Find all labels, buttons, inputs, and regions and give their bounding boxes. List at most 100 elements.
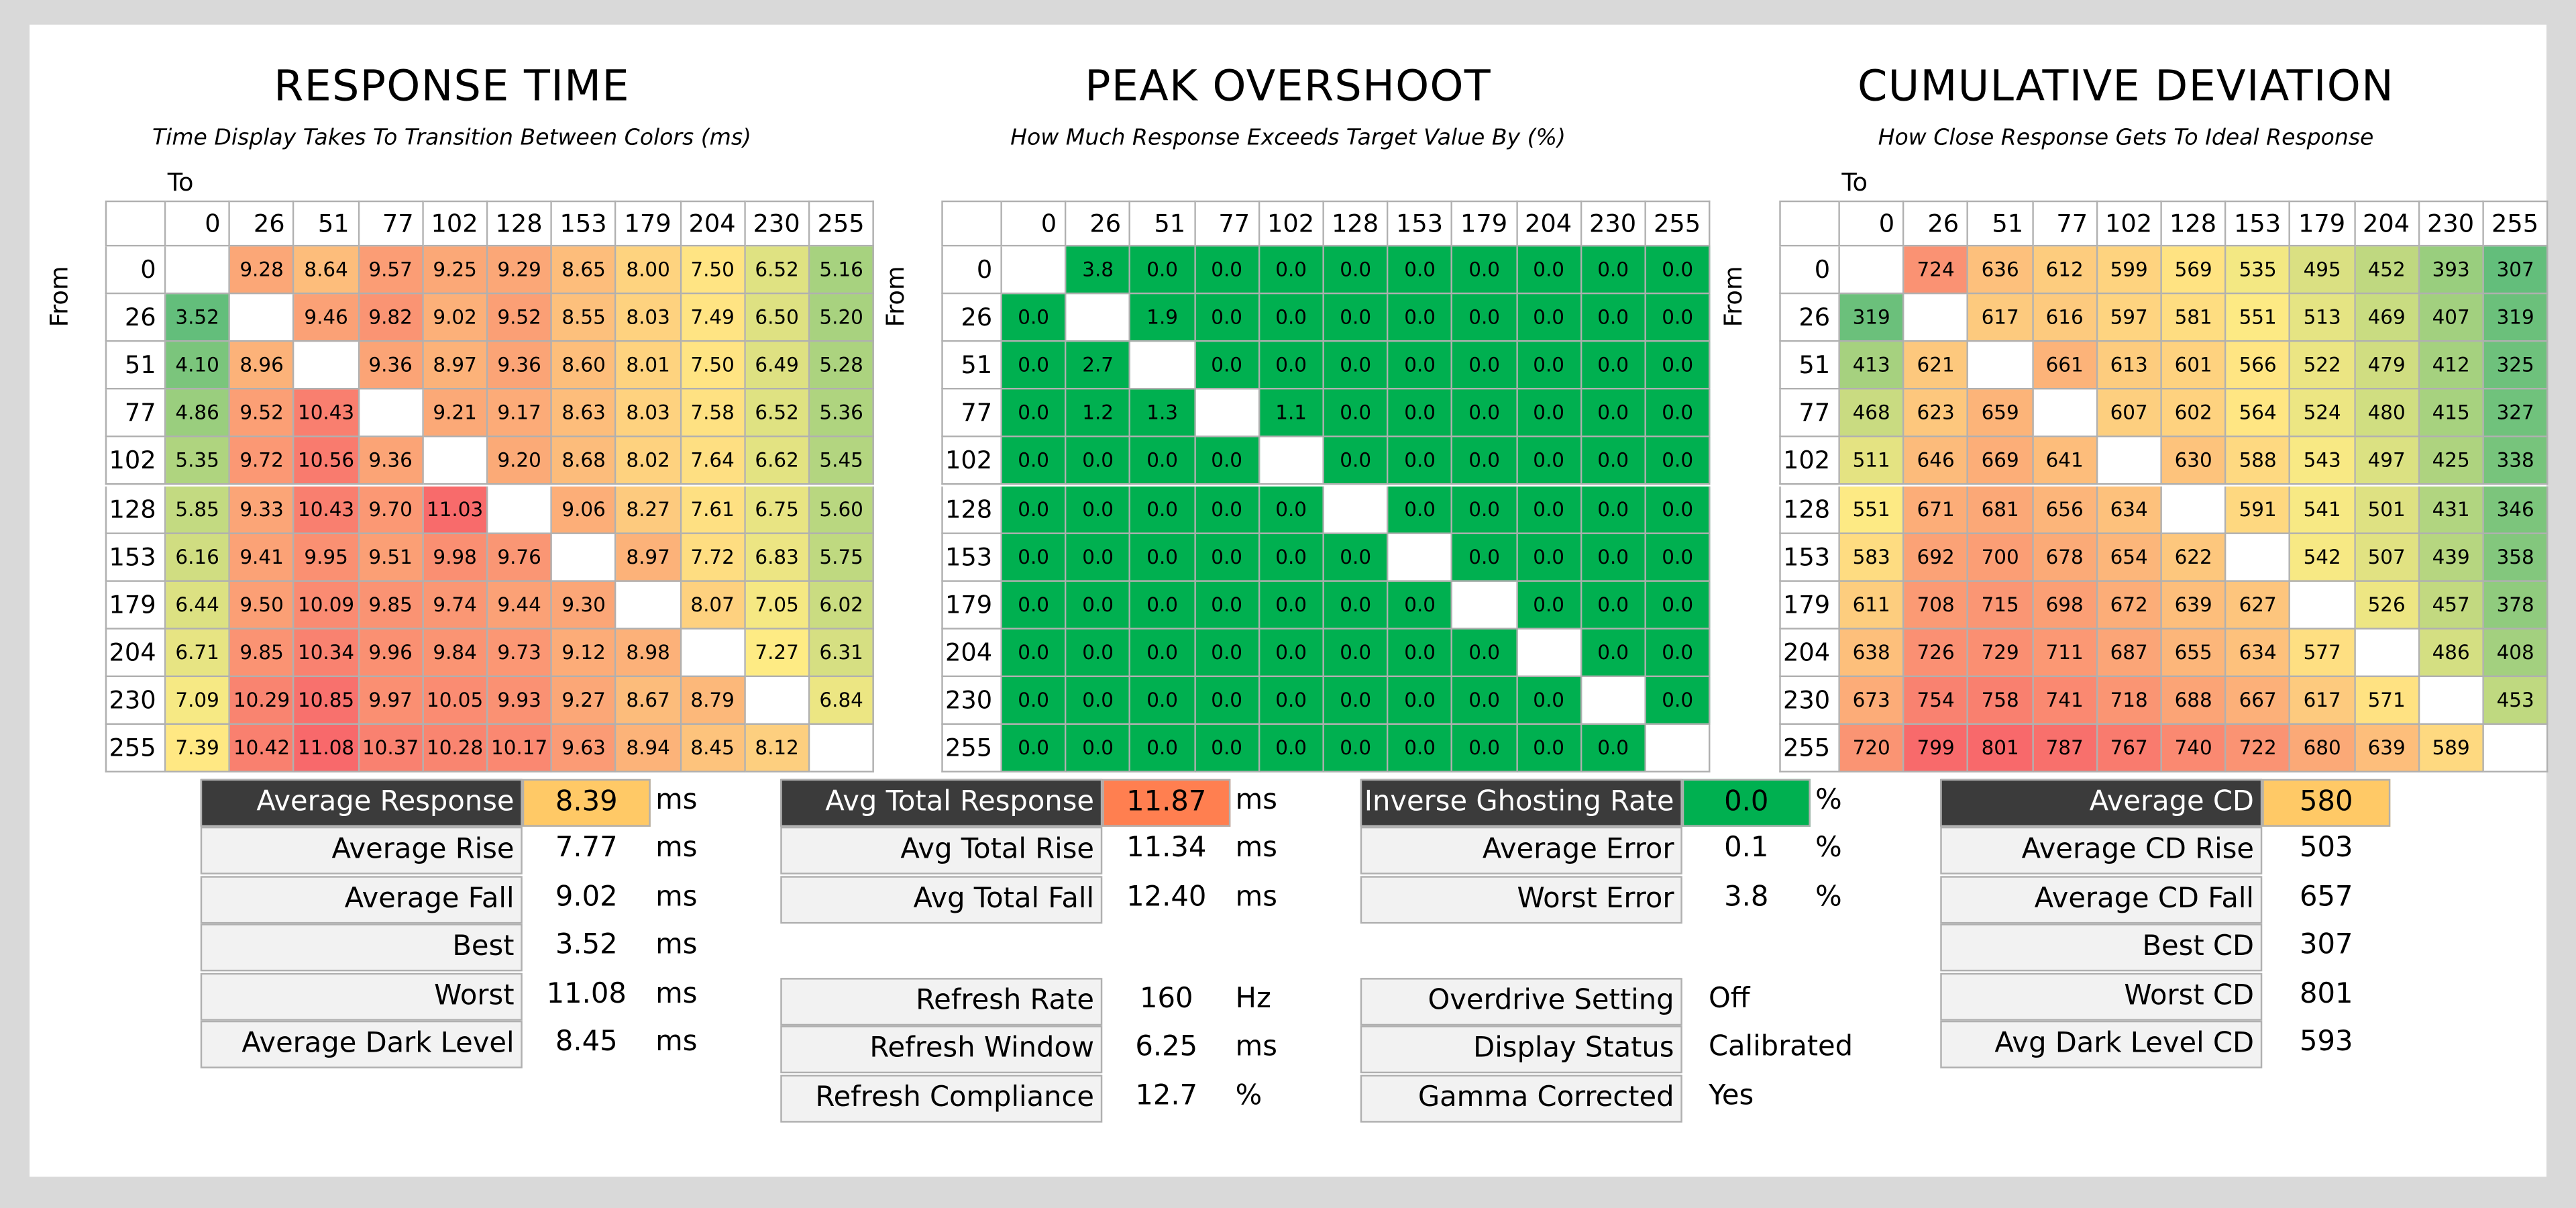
heatmap-cell: 9.73 [488, 629, 553, 677]
heatmap-cell: 3.52 [166, 294, 231, 342]
empty-cell [1002, 246, 1067, 295]
row-header: 179 [1779, 581, 1840, 630]
stat-value: 503 [2300, 832, 2353, 866]
heatmap-cell: 319 [1839, 294, 1904, 342]
grid-corner [941, 200, 1002, 247]
heatmap-cell: 8.96 [230, 342, 295, 391]
heatmap-cell: 722 [2226, 725, 2291, 773]
empty-cell [2419, 676, 2484, 725]
stat-value: 6.25 [1135, 1031, 1198, 1064]
column-header: 153 [2226, 200, 2291, 247]
heatmap-cell: 9.33 [230, 485, 295, 534]
x-axis-label: To [1841, 167, 1868, 197]
heatmap-cell: 0.0 [1324, 342, 1389, 391]
heatmap-cell: 8.64 [294, 246, 360, 295]
heatmap-cell: 9.30 [552, 581, 617, 630]
heatmap-cell: 501 [2355, 485, 2420, 534]
heatmap-cell: 0.0 [1581, 438, 1646, 486]
column-header: 102 [423, 200, 488, 247]
row-header: 128 [941, 485, 1002, 534]
heatmap-cell: 9.44 [488, 581, 553, 630]
heatmap-cell: 8.01 [616, 342, 682, 391]
row-header: 102 [105, 438, 166, 486]
heatmap-cell: 0.0 [1130, 246, 1195, 295]
heatmap-cell: 479 [2355, 342, 2420, 391]
stat-label: Refresh Compliance [780, 1074, 1103, 1123]
heatmap-cell: 656 [2033, 485, 2098, 534]
row-header: 204 [1779, 629, 1840, 677]
heatmap-cell: 9.29 [488, 246, 553, 295]
heatmap-cell: 0.0 [1130, 438, 1195, 486]
heatmap-cell: 480 [2355, 390, 2420, 438]
heatmap-cell: 8.97 [616, 533, 682, 582]
column-header: 128 [488, 200, 553, 247]
stat-label: Average CD Rise [1940, 827, 2263, 875]
panel-subtitle: How Much Response Exceeds Target Value B… [1010, 125, 1566, 152]
heatmap-cell: 0.0 [1195, 676, 1260, 725]
stat-unit: ms [655, 1025, 698, 1059]
heatmap-cell: 0.0 [1517, 438, 1582, 486]
heatmap-cell: 0.0 [1581, 581, 1646, 630]
heatmap-cell: 6.50 [745, 294, 810, 342]
heatmap-cell: 0.0 [1324, 246, 1389, 295]
heatmap-cell: 0.0 [1130, 533, 1195, 582]
heatmap-cell: 0.0 [1388, 342, 1453, 391]
row-header: 128 [105, 485, 166, 534]
heatmap-cell: 720 [1839, 725, 1904, 773]
heatmap-cell: 9.95 [294, 533, 360, 582]
heatmap-cell: 8.68 [552, 438, 617, 486]
column-header: 153 [552, 200, 617, 247]
stat-label: Worst Error [1360, 875, 1682, 923]
stat-label: Avg Total Response [780, 778, 1103, 827]
row-header: 0 [941, 246, 1002, 295]
stat-value: 580 [2262, 778, 2391, 827]
heatmap-cell: 8.63 [552, 390, 617, 438]
heatmap-cell: 607 [2097, 390, 2162, 438]
heatmap-cell: 0.0 [1324, 438, 1389, 486]
cumulative-deviation-panel: CUMULATIVE DEVIATION How Close Response … [1719, 25, 2548, 773]
heatmap-cell: 0.0 [1259, 629, 1324, 677]
stat-value: 11.87 [1102, 778, 1231, 827]
column-header: 0 [1839, 200, 1904, 247]
heatmap-cell: 0.0 [1581, 533, 1646, 582]
heatmap-cell: 0.0 [1002, 438, 1067, 486]
heatmap-cell: 511 [1839, 438, 1904, 486]
heatmap-cell: 655 [2161, 629, 2226, 677]
heatmap-cell: 9.36 [359, 438, 424, 486]
stat-unit: ms [1235, 832, 1277, 866]
heatmap-cell: 659 [1968, 390, 2033, 438]
column-header: 255 [1646, 200, 1711, 247]
stat-value: 3.52 [555, 929, 618, 962]
stat-value: 307 [2300, 929, 2353, 962]
heatmap-cell: 0.0 [1646, 676, 1711, 725]
heatmap-cell: 566 [2226, 342, 2291, 391]
heatmap-cell: 8.97 [423, 342, 488, 391]
heatmap-cell: 801 [1968, 725, 2033, 773]
heatmap-cell: 613 [2097, 342, 2162, 391]
stat-unit: % [1815, 880, 1842, 914]
heatmap-cell: 630 [2161, 438, 2226, 486]
heatmap-cell: 0.0 [1066, 676, 1131, 725]
heatmap-cell: 5.85 [166, 485, 231, 534]
heatmap-cell: 0.0 [1581, 485, 1646, 534]
row-header: 77 [105, 390, 166, 438]
heatmap-cell: 5.60 [810, 485, 875, 534]
heatmap-cell: 0.0 [1130, 485, 1195, 534]
heatmap-cell: 10.05 [423, 676, 488, 725]
heatmap-cell: 0.0 [1388, 581, 1453, 630]
heatmap-cell: 654 [2097, 533, 2162, 582]
heatmap-cell: 639 [2161, 581, 2226, 630]
heatmap-cell: 0.0 [1452, 342, 1517, 391]
stat-unit: % [1815, 784, 1842, 817]
empty-cell [1452, 581, 1517, 630]
heatmap-cell: 9.36 [359, 342, 424, 391]
heatmap-cell: 0.0 [1324, 676, 1389, 725]
heatmap-cell: 0.0 [1581, 246, 1646, 295]
y-axis-label: From [880, 266, 910, 328]
heatmap-cell: 740 [2161, 725, 2226, 773]
stat-unit: ms [655, 929, 698, 962]
heatmap-cell: 611 [1839, 581, 1904, 630]
heatmap-cell: 10.43 [294, 390, 360, 438]
heatmap-cell: 9.72 [230, 438, 295, 486]
heatmap-cell: 0.0 [1388, 246, 1453, 295]
